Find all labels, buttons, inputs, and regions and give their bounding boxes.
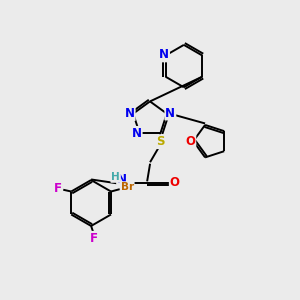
Text: O: O bbox=[185, 135, 195, 148]
Text: N: N bbox=[165, 106, 175, 119]
Text: O: O bbox=[170, 176, 180, 189]
Text: N: N bbox=[117, 173, 127, 186]
Text: H: H bbox=[111, 172, 120, 182]
Text: N: N bbox=[159, 48, 169, 62]
Text: N: N bbox=[132, 127, 142, 140]
Text: Br: Br bbox=[121, 182, 134, 192]
Text: F: F bbox=[90, 232, 98, 245]
Text: S: S bbox=[156, 135, 165, 148]
Text: F: F bbox=[54, 182, 62, 195]
Text: N: N bbox=[125, 107, 135, 120]
